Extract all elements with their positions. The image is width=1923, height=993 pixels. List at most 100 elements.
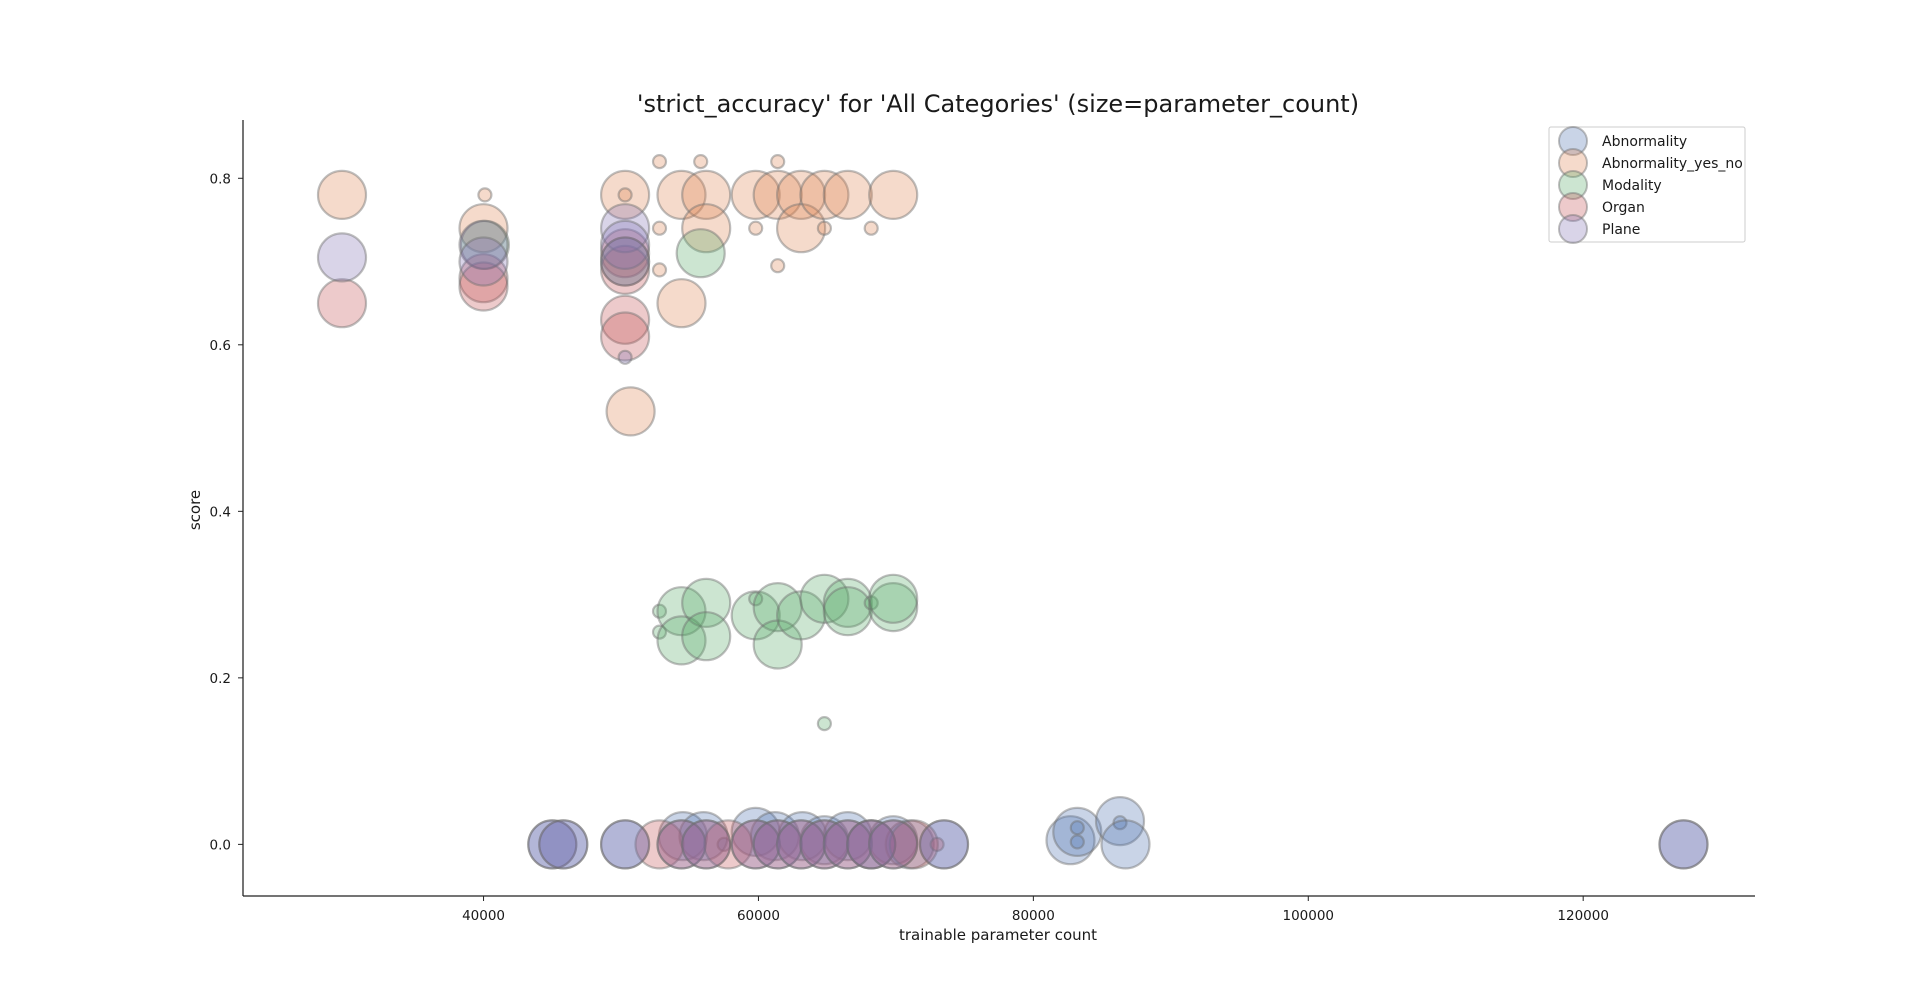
x-tick-label: 80000	[1012, 908, 1055, 924]
data-point	[656, 169, 707, 220]
data-point	[657, 810, 709, 862]
data-point	[634, 819, 685, 870]
y-ticks: 0.0 0.2 0.4 0.6 0.8	[210, 171, 243, 853]
data-point	[599, 236, 651, 287]
legend-label: Abnormality	[1602, 134, 1687, 150]
data-point	[527, 819, 578, 870]
data-point	[752, 819, 803, 870]
data-point	[1045, 815, 1096, 866]
data-point	[730, 590, 781, 641]
x-axis-label: trainable parameter count	[899, 926, 1097, 944]
data-point	[775, 819, 827, 870]
data-point	[617, 187, 633, 203]
data-point	[846, 819, 897, 870]
data-point	[846, 819, 897, 870]
legend-items: Abnormality Abnormality_yes_no Modality Org…	[1558, 126, 1743, 244]
data-point	[316, 169, 368, 220]
data-point	[599, 228, 651, 279]
data-point	[749, 810, 801, 862]
data-point	[681, 169, 732, 220]
data-point	[748, 220, 764, 236]
data-point	[730, 819, 781, 870]
data-point	[868, 819, 919, 870]
data-point	[1112, 815, 1128, 831]
series-abnormality_yes_no	[316, 154, 919, 437]
y-tick-label: 0.4	[210, 504, 231, 520]
data-point	[822, 169, 873, 220]
legend-marker	[1558, 170, 1588, 200]
legend-marker	[1558, 126, 1588, 156]
data-point	[651, 154, 668, 170]
data-point	[752, 169, 803, 220]
legend-marker	[1558, 148, 1588, 178]
data-point	[651, 603, 668, 619]
data-point	[656, 819, 707, 870]
data-point	[822, 819, 873, 870]
data-point	[775, 590, 827, 641]
series-organ	[316, 228, 945, 870]
data-point	[458, 261, 509, 312]
data-point	[822, 810, 873, 862]
x-tick-label: 60000	[737, 908, 780, 924]
data-point	[681, 577, 732, 629]
y-tick-label: 0.2	[210, 671, 231, 687]
data-point	[868, 815, 919, 866]
data-point	[1069, 820, 1085, 836]
data-point	[681, 203, 732, 254]
data-point	[656, 819, 707, 870]
legend-label: Plane	[1602, 222, 1640, 238]
legend-frame	[1548, 126, 1746, 243]
legend-label: Organ	[1602, 200, 1645, 216]
series-abnormality	[527, 795, 1709, 870]
data-point	[799, 819, 850, 870]
data-point	[868, 169, 919, 220]
legend-label: Modality	[1602, 178, 1662, 194]
data-point	[846, 819, 897, 870]
data-point	[775, 169, 827, 220]
data-point	[651, 624, 668, 640]
data-point	[770, 154, 786, 170]
data-point	[1052, 806, 1103, 858]
data-point	[651, 220, 668, 236]
data-point	[775, 203, 827, 254]
data-point	[617, 349, 633, 365]
data-point	[863, 595, 879, 611]
data-point	[599, 311, 651, 362]
data-point	[703, 819, 754, 870]
data-point	[929, 836, 945, 853]
data-point	[770, 258, 786, 274]
legend-item: Abnormality	[1558, 126, 1687, 156]
data-point	[656, 615, 707, 666]
legend-marker	[1558, 214, 1588, 244]
data-point	[458, 253, 509, 304]
x-tick-label: 40000	[462, 908, 505, 924]
chart-title: 'strict_accuracy' for 'All Categories' (…	[637, 90, 1359, 118]
data-point	[918, 819, 970, 870]
legend-label: Abnormality_yes_no	[1602, 156, 1743, 172]
legend-marker	[1558, 192, 1588, 222]
series-plane	[316, 203, 1709, 870]
data-point	[538, 819, 589, 870]
data-point	[777, 810, 828, 862]
axes: 40000 60000 80000 100000 120000 0.0 0.2 0.4 0.6…	[210, 120, 1755, 924]
data-point	[1094, 795, 1146, 847]
data-point	[458, 219, 509, 270]
data-point	[693, 154, 709, 170]
data-point	[678, 810, 729, 862]
data-point	[316, 278, 368, 329]
data-point	[1069, 834, 1085, 850]
data-point	[799, 573, 850, 624]
y-tick-label: 0.0	[210, 837, 231, 853]
data-point	[599, 819, 651, 870]
x-tick-label: 100000	[1282, 908, 1334, 924]
data-point	[1658, 819, 1709, 870]
data-point	[599, 169, 651, 220]
data-point	[918, 819, 970, 870]
data-point	[599, 819, 651, 870]
data-point	[675, 228, 726, 279]
points-layer	[316, 154, 1709, 870]
data-point	[681, 819, 732, 870]
data-point	[599, 219, 651, 270]
data-point	[730, 819, 781, 870]
